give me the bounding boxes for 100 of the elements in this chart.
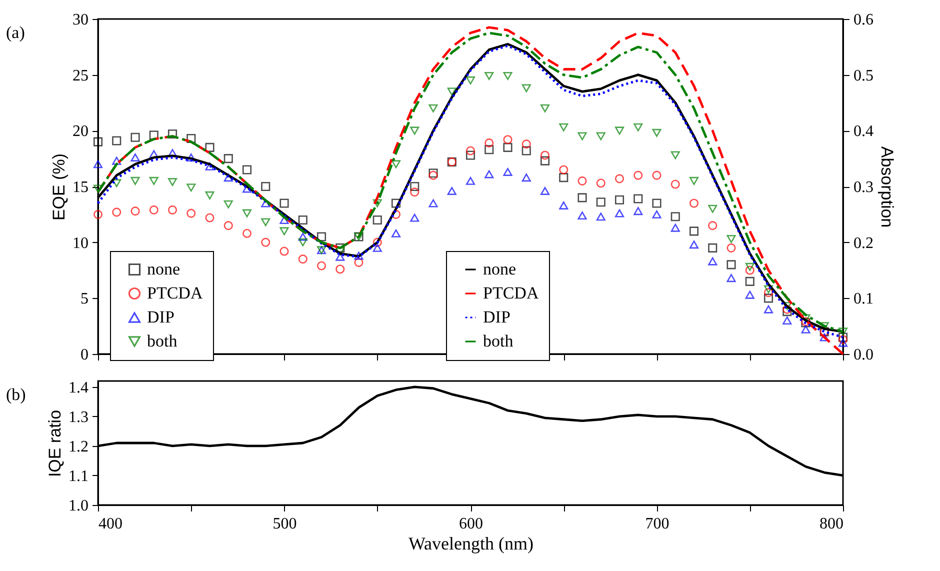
- y-tick-label: 1.3: [68, 408, 88, 426]
- point: [149, 176, 158, 185]
- point: [708, 204, 718, 213]
- point: [336, 264, 345, 274]
- point: [466, 76, 476, 84]
- point: [726, 260, 736, 270]
- point: [186, 184, 196, 192]
- point: [540, 156, 550, 166]
- point: [596, 212, 606, 221]
- point: [130, 176, 140, 185]
- text: (a): [6, 23, 25, 42]
- y2-axis-title: Absorption: [878, 146, 896, 228]
- point: [652, 170, 662, 180]
- point: [745, 276, 754, 286]
- point: [652, 128, 662, 137]
- point: [410, 126, 420, 135]
- point: [782, 316, 792, 325]
- point: [298, 238, 308, 246]
- point: [484, 72, 494, 80]
- point: [745, 266, 754, 275]
- point: [428, 104, 438, 112]
- point: [764, 305, 774, 314]
- legend-label: PTCDA: [483, 284, 540, 302]
- point: [522, 84, 531, 92]
- point: [614, 126, 624, 135]
- y-tick-label: 0: [80, 346, 88, 364]
- y2-tick-label: 0.0: [854, 346, 874, 364]
- point: [522, 174, 531, 182]
- legend-label: DIP: [483, 308, 510, 326]
- point: [484, 138, 494, 148]
- y-tick-label: 15: [72, 179, 88, 196]
- x-tick-label: 700: [645, 516, 670, 532]
- point: [596, 132, 606, 140]
- point: [540, 104, 550, 112]
- point: [224, 221, 233, 230]
- point: [578, 212, 587, 220]
- point: [168, 178, 178, 186]
- point: [354, 258, 364, 267]
- point: [578, 132, 587, 140]
- x-tick-label: 600: [459, 516, 483, 532]
- y2-tick-label: 0.5: [854, 67, 874, 84]
- point: [130, 153, 140, 162]
- point: [764, 294, 774, 303]
- point: [168, 129, 178, 139]
- x-tick-label: 400: [98, 516, 122, 532]
- point: [764, 285, 774, 294]
- point: [242, 165, 252, 174]
- point: [689, 226, 699, 236]
- point: [540, 150, 550, 160]
- point: [93, 137, 103, 146]
- y-tick-label: 5: [80, 290, 88, 308]
- x-axis-title: Wavelength (nm): [408, 534, 534, 554]
- point: [205, 213, 214, 222]
- point: [578, 176, 587, 186]
- point: [112, 136, 122, 146]
- point: [410, 188, 420, 197]
- point: [670, 180, 680, 189]
- y-tick-label: 1.4: [68, 379, 88, 396]
- point: [838, 338, 848, 347]
- point: [652, 198, 662, 208]
- point: [634, 207, 643, 216]
- point: [261, 182, 270, 192]
- point: [540, 186, 550, 195]
- point: [336, 252, 345, 261]
- point: [634, 170, 643, 180]
- y-tick-label: 1.0: [68, 498, 88, 514]
- point: [708, 257, 718, 266]
- point: [410, 214, 420, 222]
- point: [428, 199, 438, 208]
- point: [634, 194, 643, 204]
- text: (b): [6, 385, 26, 404]
- point: [298, 232, 308, 241]
- point: [484, 145, 494, 154]
- point: [261, 238, 270, 247]
- point: [205, 191, 214, 200]
- point: [689, 176, 699, 185]
- point: [670, 151, 680, 160]
- point: [224, 174, 233, 182]
- point: [466, 146, 476, 156]
- point: [838, 328, 848, 336]
- legend-label: both: [147, 332, 178, 350]
- point: [316, 232, 326, 242]
- point: [503, 72, 512, 80]
- point: [130, 206, 140, 216]
- legend-label: PTCDA: [147, 284, 204, 302]
- point: [168, 205, 178, 214]
- point: [93, 210, 103, 219]
- y-tick-label: 1.1: [68, 468, 88, 485]
- y-axis-title: IQE ratio: [46, 410, 64, 478]
- y2-tick-label: 0.6: [854, 12, 874, 28]
- point: [614, 195, 624, 204]
- point: [652, 210, 662, 218]
- point: [372, 215, 382, 225]
- y-tick-label: 30: [72, 12, 88, 28]
- point: [336, 243, 345, 252]
- x-tick-label: 800: [820, 516, 844, 532]
- point: [466, 176, 476, 185]
- point: [503, 142, 512, 152]
- point: [447, 88, 456, 96]
- legend-label: none: [147, 260, 180, 278]
